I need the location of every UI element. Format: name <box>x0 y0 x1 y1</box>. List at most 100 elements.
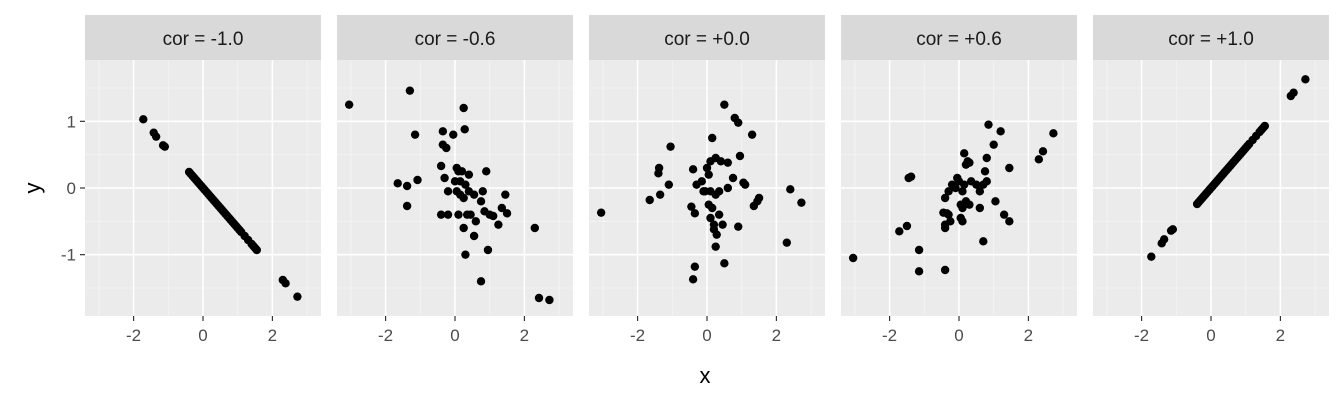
data-point <box>443 187 453 196</box>
data-point <box>975 203 985 213</box>
x-tick-label: 2 <box>1024 326 1033 345</box>
data-point <box>502 209 512 218</box>
data-point <box>980 167 990 176</box>
data-point <box>982 177 991 186</box>
data-point <box>457 167 467 176</box>
y-tick-label: 0 <box>67 179 76 198</box>
data-point <box>999 210 1009 219</box>
data-point <box>848 253 858 263</box>
data-point <box>690 209 700 218</box>
data-point <box>902 221 912 231</box>
data-point <box>405 86 415 95</box>
data-point <box>940 193 950 203</box>
x-tick-label: 0 <box>702 326 711 345</box>
data-point <box>596 208 606 217</box>
data-point <box>449 130 458 139</box>
data-point <box>1034 155 1044 164</box>
data-point <box>1005 163 1014 173</box>
facet-strip-label: cor = +0.6 <box>916 29 1002 50</box>
facet-strip-label: cor = +0.0 <box>664 29 750 50</box>
facet-strip <box>85 15 321 60</box>
data-point <box>469 190 479 199</box>
facet-strip <box>337 15 573 60</box>
facet-strip-label: cor = -1.0 <box>163 29 244 50</box>
data-point <box>782 238 792 247</box>
data-point <box>944 187 953 196</box>
data-point <box>708 133 717 143</box>
data-point <box>436 210 446 219</box>
data-point <box>139 115 148 124</box>
data-point <box>454 210 463 219</box>
data-point <box>965 200 974 209</box>
data-point <box>1005 217 1014 226</box>
facet-panel: cor = +0.0 -2 0 2 <box>589 15 825 345</box>
data-point <box>718 220 727 229</box>
data-point <box>712 230 721 239</box>
data-point <box>797 198 806 207</box>
facet-strip-label: cor = -0.6 <box>415 29 496 50</box>
data-point <box>655 190 665 199</box>
data-point <box>996 127 1005 136</box>
data-point <box>464 170 474 179</box>
facet-strip <box>589 15 825 60</box>
data-point <box>466 210 475 219</box>
x-tick-label: 2 <box>772 326 781 345</box>
data-point <box>1168 225 1178 234</box>
data-point <box>1159 235 1169 244</box>
data-point <box>946 217 955 226</box>
data-point <box>1301 75 1310 84</box>
data-point <box>460 125 469 134</box>
data-point <box>982 153 991 163</box>
data-point <box>645 195 654 205</box>
x-tick-label: 0 <box>198 326 207 345</box>
facet-strip <box>1093 15 1329 60</box>
data-point <box>1049 129 1058 138</box>
data-point <box>960 180 969 189</box>
data-point <box>914 245 924 255</box>
data-point <box>494 220 503 229</box>
data-point <box>720 259 729 268</box>
data-point <box>459 193 468 203</box>
data-point <box>438 127 448 136</box>
data-point <box>747 130 757 139</box>
data-point <box>704 170 713 179</box>
data-point <box>720 100 729 109</box>
facet-strip-label: cor = +1.0 <box>1168 29 1254 50</box>
data-point <box>252 245 261 255</box>
data-point <box>461 250 470 259</box>
data-point <box>471 217 481 226</box>
data-point <box>989 140 998 149</box>
data-point <box>786 185 795 194</box>
data-point <box>476 197 486 206</box>
data-point <box>895 227 904 236</box>
data-point <box>461 180 470 189</box>
data-point <box>440 173 449 183</box>
data-point <box>984 120 993 129</box>
x-tick-label: -2 <box>126 326 141 345</box>
data-point <box>972 180 981 189</box>
facet-panels: cor = -1.0 -2 0 2 cor = -0.6 -2 0 2 cor = +0.0 -2… <box>85 15 1329 345</box>
data-point <box>488 211 498 221</box>
data-point <box>293 292 302 301</box>
data-point <box>734 118 743 127</box>
y-tick-label: -1 <box>61 246 76 265</box>
x-tick-label: 0 <box>450 326 459 345</box>
data-point <box>410 130 420 139</box>
data-point <box>413 175 422 185</box>
y-axis: -1 0 1 <box>61 112 85 265</box>
data-point <box>1147 252 1156 261</box>
data-point <box>944 210 953 219</box>
data-point <box>482 167 491 176</box>
facet-panel: cor = +1.0 -2 0 2 <box>1093 15 1329 345</box>
data-point <box>735 151 745 161</box>
data-point <box>501 190 510 199</box>
data-point <box>666 142 675 151</box>
data-point <box>975 187 985 196</box>
data-point <box>151 132 161 141</box>
facet-strip <box>841 15 1077 60</box>
data-point <box>459 223 468 233</box>
data-point <box>960 149 969 158</box>
x-tick-label: 0 <box>1206 326 1215 345</box>
data-point <box>958 203 967 213</box>
